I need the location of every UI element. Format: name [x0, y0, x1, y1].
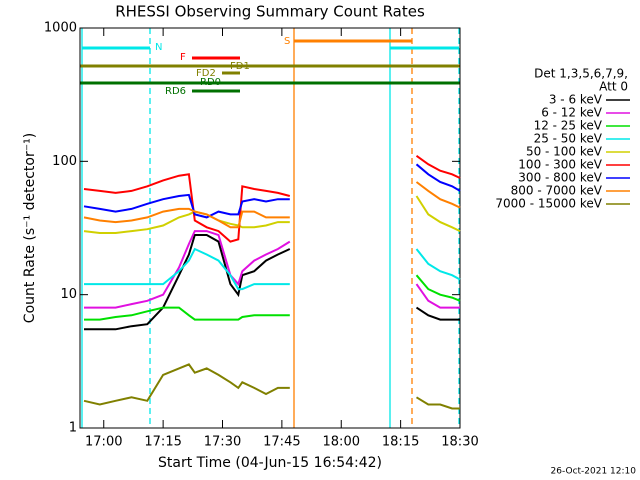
- y-tick-label: 100: [52, 154, 77, 169]
- x-tick-label: 18:00: [323, 435, 360, 450]
- x-tick-label: 18:30: [441, 435, 478, 450]
- legend-label: 50 - 100 keV: [526, 145, 603, 159]
- series-line: [84, 234, 460, 331]
- annotation: FD1: [230, 61, 250, 72]
- timestamp: 26-Oct-2021 12:10: [551, 467, 637, 477]
- legend-label: 7000 - 15000 keV: [495, 197, 602, 211]
- annotation: S: [284, 36, 290, 47]
- legend-label: 800 - 7000 keV: [511, 184, 603, 198]
- y-tick-label: 1: [69, 421, 77, 436]
- series-line: [84, 274, 461, 321]
- x-tick-label: 17:15: [144, 435, 181, 450]
- annotation: F: [180, 52, 186, 63]
- series-line: [83, 363, 460, 410]
- series-line: [84, 247, 461, 291]
- x-tick-label: 17:00: [85, 435, 122, 450]
- series-line: [84, 230, 460, 309]
- x-tick-label: 18:15: [382, 435, 419, 450]
- annotation: FD2: [196, 68, 216, 79]
- legend-label: 3 - 6 keV: [549, 93, 603, 107]
- marker-lines: [80, 28, 460, 428]
- x-tick-label: 17:30: [204, 435, 241, 450]
- legend-label: 300 - 800 keV: [518, 171, 602, 185]
- series-line: [83, 163, 461, 219]
- y-tick-label: 1000: [44, 21, 77, 36]
- legend-label: 12 - 25 keV: [534, 119, 603, 133]
- series-line: [83, 154, 461, 243]
- plot-frame: [79, 27, 461, 429]
- annotation: RD0: [200, 77, 221, 88]
- annotation: N: [155, 42, 162, 53]
- y-tick-label: 10: [60, 287, 77, 302]
- annotation: RD6: [165, 86, 186, 97]
- legend-title: Det 1,3,5,6,7,9,: [534, 67, 628, 81]
- chart-title: RHESSI Observing Summary Count Rates: [115, 3, 425, 21]
- x-tick-label: 17:45: [263, 435, 300, 450]
- legend-title: Att 0: [599, 80, 628, 94]
- series-line: [83, 181, 461, 229]
- legend-label: 100 - 300 keV: [518, 158, 602, 172]
- x-axis-label: Start Time (04-Jun-15 16:54:42): [158, 455, 382, 471]
- legend-label: 25 - 50 keV: [534, 132, 603, 146]
- legend-label: 6 - 12 keV: [541, 106, 603, 120]
- y-axis-label: Count Rate (s⁻¹ detector⁻¹): [22, 133, 38, 323]
